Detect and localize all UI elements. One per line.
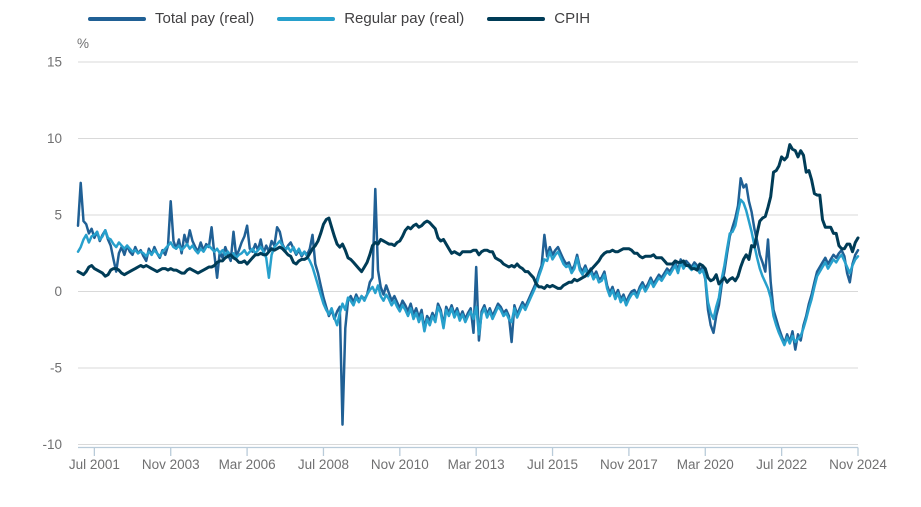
legend-item-cpih[interactable]: CPIH: [487, 10, 590, 28]
x-tick-label: Mar 2020: [677, 457, 734, 472]
series-line-cpih: [76, 143, 860, 290]
legend-swatch-total-pay-real: [88, 17, 146, 21]
legend-label-cpih: CPIH: [554, 10, 591, 27]
series-line-regular-pay-real: [76, 198, 860, 347]
legend-item-regular-pay-real[interactable]: Regular pay (real): [277, 10, 464, 28]
x-tick-label: Jul 2001: [69, 457, 120, 472]
y-tick-label: -10: [42, 437, 62, 452]
y-axis-unit-label: %: [77, 36, 90, 51]
legend-label-regular-pay-real: Regular pay (real): [344, 10, 465, 27]
x-tick-label: Mar 2006: [219, 457, 276, 472]
y-tick-label: 15: [47, 55, 62, 70]
y-tick-label: 5: [54, 208, 62, 223]
y-tick-label: -5: [50, 361, 62, 376]
legend-swatch-cpih: [487, 17, 546, 21]
y-tick-label: 0: [54, 284, 62, 299]
x-tick-label: Nov 2024: [829, 457, 887, 472]
chart-legend: Total pay (real) Regular pay (real) CPIH: [88, 10, 590, 28]
legend-label-total-pay-real: Total pay (real): [155, 10, 255, 27]
legend-item-total-pay-real[interactable]: Total pay (real): [88, 10, 254, 28]
x-tick-label: Jul 2015: [527, 457, 578, 472]
x-tick-label: Mar 2013: [448, 457, 505, 472]
legend-swatch-regular-pay-real: [277, 17, 336, 21]
y-tick-label: 10: [47, 131, 62, 146]
x-tick-label: Nov 2010: [371, 457, 429, 472]
x-tick-label: Jul 2022: [756, 457, 807, 472]
x-tick-label: Jul 2008: [298, 457, 349, 472]
x-tick-label: Nov 2017: [600, 457, 658, 472]
x-tick-label: Nov 2003: [142, 457, 200, 472]
